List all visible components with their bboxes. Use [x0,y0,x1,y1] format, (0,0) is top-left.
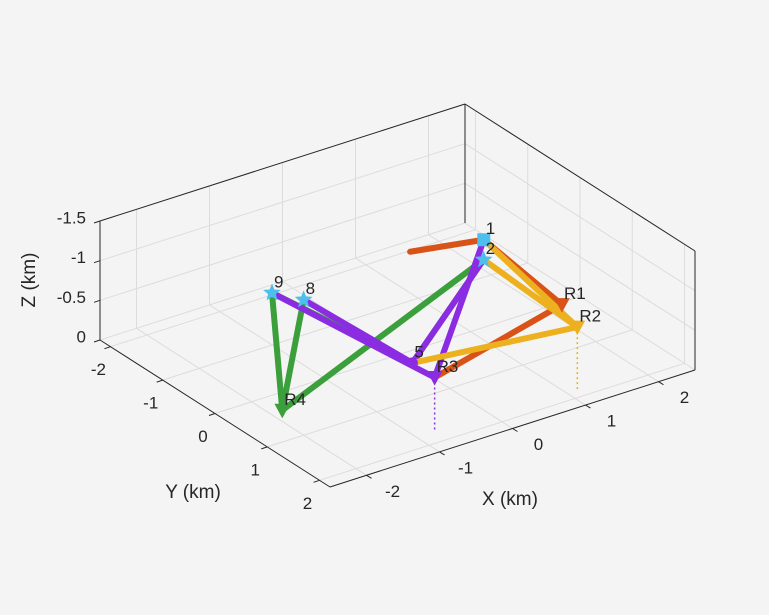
axis-edge [99,103,466,222]
tick-mark [93,299,101,303]
z-axis-label: Z (km) [19,253,40,308]
point-label: 9 [274,272,283,291]
line-segment [300,296,416,366]
y-tick-label: -1 [143,394,158,413]
point-label: R1 [564,284,586,303]
point-label: R2 [579,307,601,326]
line-segment [431,301,565,381]
line-segment [268,289,286,414]
tick-mark [512,428,518,432]
tick-mark [104,346,111,350]
marker [554,298,570,313]
y-tick-label: -2 [91,360,106,379]
x-tick-label: 2 [680,388,689,407]
marker [474,250,493,268]
tick-mark [366,474,372,479]
axis-edge [464,103,696,252]
line-segment [409,256,487,366]
marker [406,357,418,369]
tick-mark [93,220,101,224]
marker [263,283,281,301]
y-tick-label: 0 [198,427,207,446]
grid-line [99,182,466,301]
z-tick-label: 0 [77,327,86,346]
plot-area: 12 R1 R2 R3 R4 5 8 9 [263,219,601,430]
marker [274,403,291,419]
marker [426,371,443,386]
x-tick-label: -2 [385,482,400,501]
grid-line [464,182,696,331]
line-segment [407,236,487,255]
tick-mark [658,381,664,386]
marker [294,290,313,308]
grid-line [99,143,466,262]
tick-mark [313,479,320,483]
x-axis-label: X (km) [482,489,538,510]
line-segment [279,296,307,414]
grid-line [319,362,685,481]
line-segment [409,324,581,366]
z-tick-label: -1.5 [57,208,86,227]
point-label: 2 [486,239,495,258]
z-tick-label: -0.5 [57,288,86,307]
tick-mark [261,446,268,450]
z-tick-label: -1 [71,248,86,267]
point-label: 1 [486,219,495,238]
tick-mark [156,379,163,383]
grid-line [464,222,696,371]
tick-mark [585,404,591,409]
y-tick-label: 1 [251,460,260,479]
point-label: R3 [437,357,459,376]
x-tick-label: 0 [534,435,543,454]
line-segment [480,236,581,331]
marker [569,320,586,336]
grid-line [267,329,633,448]
tick-mark [208,413,216,416]
x-tick-label: -1 [458,458,473,477]
point-label: R4 [284,390,306,409]
grid-line [464,143,696,292]
tick-mark [93,339,101,343]
tick-mark [439,451,445,456]
grid-line [99,222,466,341]
y-tick-label: 2 [303,494,312,513]
y-axis-label: Y (km) [165,482,221,503]
x-tick-label: 1 [607,412,616,431]
tick-mark [93,260,101,264]
line-segment [279,256,487,414]
point-label: 8 [306,279,315,298]
marker [477,233,491,247]
point-label: 5 [414,342,423,361]
